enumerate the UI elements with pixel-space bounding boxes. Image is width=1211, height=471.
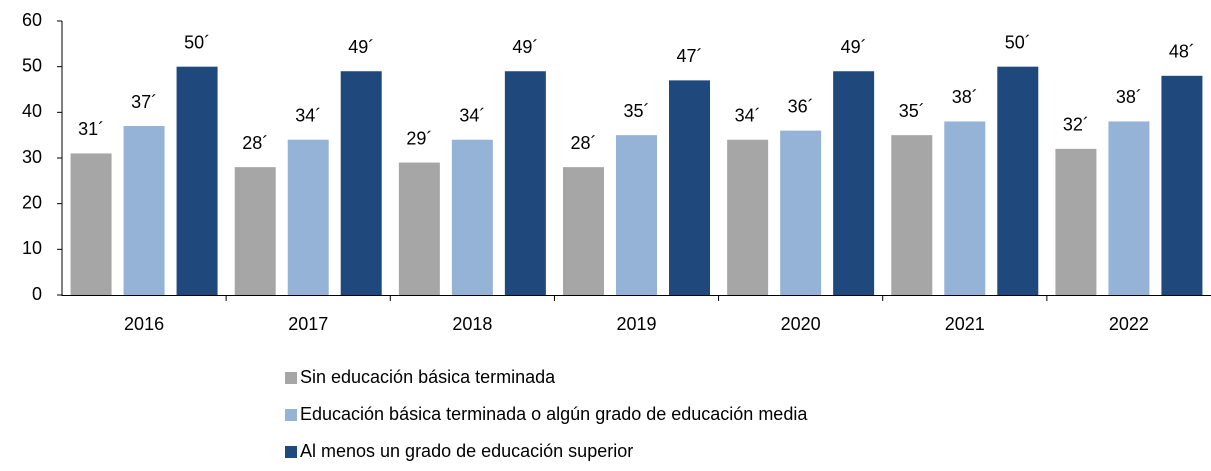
data-label: 47´ [676, 46, 702, 66]
legend-label: Educación básica terminada o algún grado… [300, 404, 808, 424]
bar [833, 71, 875, 295]
data-label: 50´ [184, 32, 210, 52]
y-tick-label: 10 [22, 238, 42, 258]
data-label: 34´ [295, 105, 321, 125]
y-tick-label: 40 [22, 101, 42, 121]
legend-swatch [285, 409, 297, 421]
data-label: 28´ [242, 133, 268, 153]
y-tick-label: 60 [22, 10, 42, 30]
x-tick-label: 2016 [124, 314, 164, 334]
data-label: 48´ [1169, 42, 1195, 62]
data-label: 49´ [348, 37, 374, 57]
bar [287, 139, 329, 295]
bar [1161, 75, 1203, 295]
bar [340, 71, 382, 295]
data-label: 50´ [1005, 32, 1031, 52]
y-tick-label: 50 [22, 55, 42, 75]
data-label: 28´ [570, 133, 596, 153]
x-tick-label: 2019 [616, 314, 656, 334]
bar [997, 66, 1039, 296]
bar [123, 126, 165, 296]
bar [398, 162, 440, 295]
x-tick-label: 2021 [945, 314, 985, 334]
legend-label: Sin educación básica terminada [300, 367, 556, 387]
data-label: 31´ [78, 119, 104, 139]
data-label: 36´ [788, 96, 814, 116]
data-label: 38´ [952, 87, 978, 107]
legend-label: Al menos un grado de educación superior [300, 441, 633, 461]
data-label: 29´ [406, 128, 432, 148]
x-tick-label: 2020 [781, 314, 821, 334]
bar [891, 135, 933, 295]
bar [727, 139, 769, 295]
data-label: 49´ [841, 37, 867, 57]
data-label: 34´ [735, 105, 761, 125]
data-label: 35´ [623, 101, 649, 121]
data-label: 32´ [1063, 115, 1089, 135]
data-label: 38´ [1116, 87, 1142, 107]
bar [234, 167, 276, 295]
bar [563, 167, 604, 295]
x-tick-label: 2018 [452, 314, 492, 334]
bar [504, 71, 546, 295]
bar [70, 153, 112, 295]
y-tick-label: 20 [22, 192, 42, 212]
bar [944, 121, 986, 295]
bar [1055, 148, 1097, 295]
bar [451, 139, 493, 295]
bar [616, 135, 657, 295]
x-tick-label: 2022 [1109, 314, 1149, 334]
bar [1108, 121, 1150, 295]
legend-swatch [285, 372, 297, 384]
data-label: 49´ [512, 37, 538, 57]
legend-swatch [285, 446, 297, 458]
data-label: 35´ [899, 101, 925, 121]
x-tick-label: 2017 [288, 314, 328, 334]
data-label: 37´ [131, 92, 157, 112]
y-tick-label: 0 [32, 284, 42, 304]
bar [780, 130, 822, 295]
bar [176, 66, 218, 296]
data-label: 34´ [459, 105, 485, 125]
bar [669, 80, 710, 295]
y-tick-label: 30 [22, 147, 42, 167]
